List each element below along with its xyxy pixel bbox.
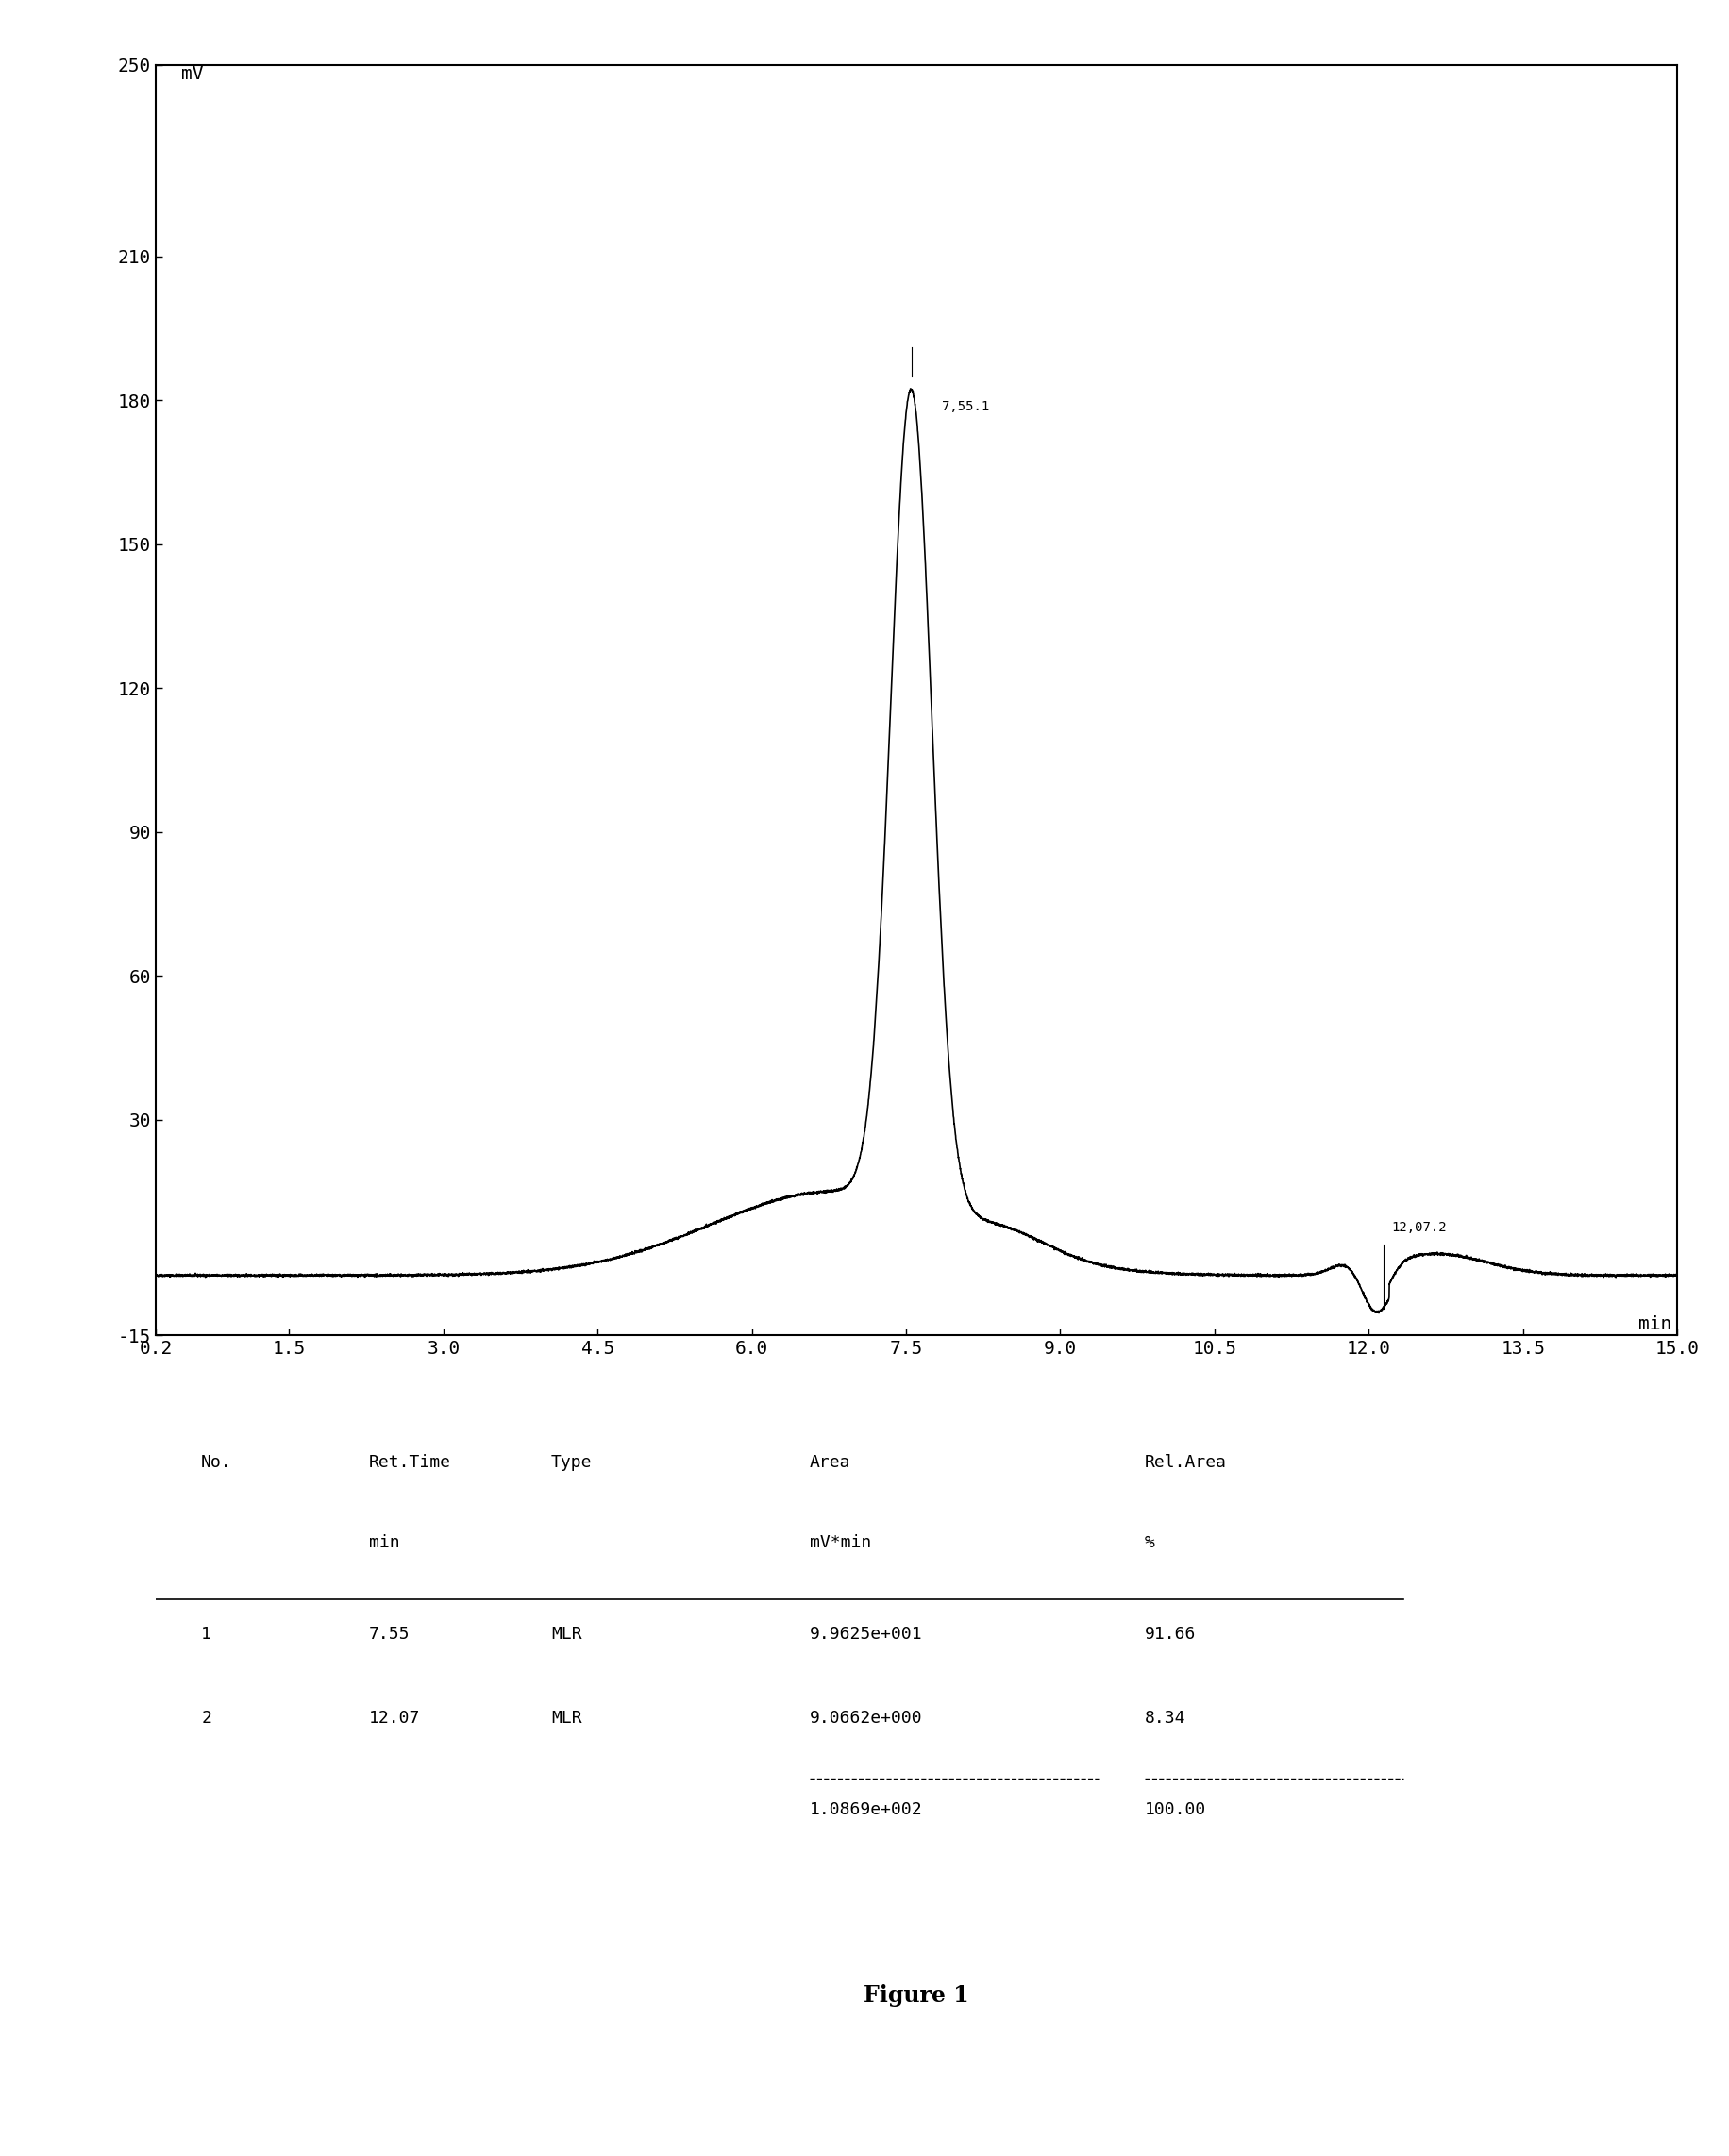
Text: 1.0869e+002: 1.0869e+002 bbox=[809, 1800, 923, 1818]
Text: min: min bbox=[1639, 1315, 1672, 1332]
Text: 100.00: 100.00 bbox=[1145, 1800, 1207, 1818]
Text: mV: mV bbox=[182, 65, 204, 82]
Text: Area: Area bbox=[809, 1453, 851, 1470]
Text: MLR: MLR bbox=[552, 1710, 583, 1727]
Text: 7,55.1: 7,55.1 bbox=[942, 401, 989, 414]
Text: 12.07: 12.07 bbox=[368, 1710, 420, 1727]
Text: %: % bbox=[1145, 1535, 1155, 1550]
Text: 1: 1 bbox=[201, 1626, 211, 1643]
Text: 9.9625e+001: 9.9625e+001 bbox=[809, 1626, 923, 1643]
Text: Type: Type bbox=[552, 1453, 593, 1470]
Text: 91.66: 91.66 bbox=[1145, 1626, 1196, 1643]
Text: 8.34: 8.34 bbox=[1145, 1710, 1186, 1727]
Text: Ret.Time: Ret.Time bbox=[368, 1453, 451, 1470]
Text: 7.55: 7.55 bbox=[368, 1626, 410, 1643]
Text: Rel.Area: Rel.Area bbox=[1145, 1453, 1226, 1470]
Text: 2: 2 bbox=[201, 1710, 211, 1727]
Text: 9.0662e+000: 9.0662e+000 bbox=[809, 1710, 923, 1727]
Text: min: min bbox=[368, 1535, 399, 1550]
Text: mV*min: mV*min bbox=[809, 1535, 871, 1550]
Text: MLR: MLR bbox=[552, 1626, 583, 1643]
Text: 12,07.2: 12,07.2 bbox=[1392, 1222, 1447, 1235]
Text: No.: No. bbox=[201, 1453, 232, 1470]
Text: Figure 1: Figure 1 bbox=[864, 1986, 968, 2007]
